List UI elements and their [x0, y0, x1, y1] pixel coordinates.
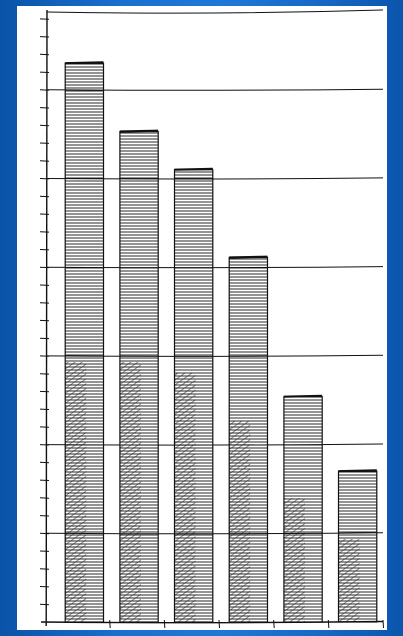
bar: [228, 255, 269, 623]
x-tick: [273, 619, 275, 629]
bar-shading: [229, 421, 251, 622]
y-axis-line: [45, 9, 48, 627]
bar-cap: [174, 167, 213, 171]
bar-cap: [65, 61, 104, 65]
x-tick: [109, 619, 111, 629]
bar-chart: [39, 9, 384, 629]
x-tick: [382, 619, 384, 629]
x-tick: [218, 619, 220, 629]
x-tick: [327, 619, 330, 629]
bar: [119, 129, 159, 623]
bar-shading: [283, 498, 305, 622]
bars: [64, 61, 378, 623]
chart-panel: [17, 6, 387, 630]
x-tick: [163, 619, 166, 629]
bar-cap: [283, 394, 323, 398]
bar: [283, 394, 323, 623]
top-border-line: [46, 9, 384, 14]
bar: [64, 61, 105, 623]
bar-cap: [119, 129, 159, 133]
bar-shading: [65, 362, 87, 622]
bar-shading: [119, 362, 141, 622]
bar-cap: [229, 255, 268, 259]
bar: [173, 167, 214, 623]
bar-cap: [338, 469, 377, 473]
bar-shading: [338, 539, 360, 622]
bar: [337, 469, 378, 623]
bar-shading: [174, 373, 196, 622]
